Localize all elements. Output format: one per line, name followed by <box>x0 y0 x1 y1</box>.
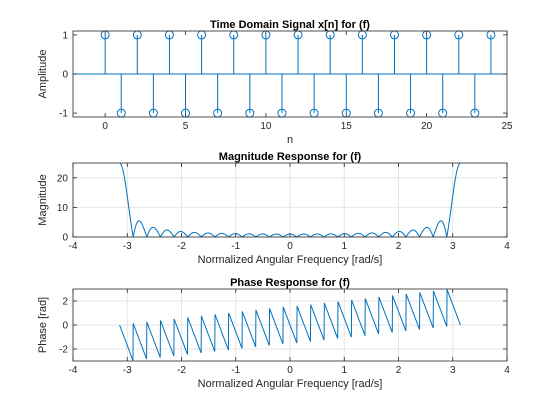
subplot-3: -4 -3 -2 -1 0 1 2 3 4 -2 0 2 Phase Response for (f) N… <box>37 277 510 390</box>
x-tick-label: 3 <box>450 241 456 252</box>
x-tick-label: 2 <box>396 365 402 376</box>
x-tick-label: 1 <box>341 365 347 376</box>
y-axis-label: Amplitude <box>37 50 49 99</box>
x-tick-label: -1 <box>231 241 240 252</box>
x-axis-label: n <box>287 134 293 146</box>
x-axis-label: Normalized Angular Frequency [rad/s] <box>198 378 383 390</box>
y-axis-label: Phase [rad] <box>37 297 49 353</box>
x-tick-label: 4 <box>504 241 510 252</box>
y-tick-label: 0 <box>62 233 68 244</box>
x-tick-label: 5 <box>183 121 189 132</box>
y-tick-label: 1 <box>62 30 68 41</box>
x-tick-label: -4 <box>69 365 78 376</box>
y-tick-label: 0 <box>62 321 68 332</box>
x-tick-label: 20 <box>421 121 433 132</box>
chart-title: Time Domain Signal x[n] for (f) <box>210 19 370 31</box>
x-tick-label: 10 <box>260 121 272 132</box>
y-tick-label: 2 <box>62 297 68 308</box>
x-tick-label: -1 <box>231 365 240 376</box>
y-tick-label: -2 <box>59 345 68 356</box>
x-tick-label: 2 <box>396 241 402 252</box>
x-tick-label: 0 <box>102 121 108 132</box>
x-tick-label: 1 <box>341 241 347 252</box>
chart-title: Phase Response for (f) <box>230 277 350 289</box>
chart-title: Magnitude Response for (f) <box>219 151 362 163</box>
y-tick-label: 20 <box>57 173 69 184</box>
x-tick-label: -2 <box>177 365 186 376</box>
subplot-2: -4 -3 -2 -1 0 1 2 3 4 0 10 20 Magnitude Response for… <box>37 151 510 266</box>
x-tick-label: -3 <box>123 241 132 252</box>
x-tick-label: 25 <box>501 121 513 132</box>
x-tick-label: -3 <box>123 365 132 376</box>
x-tick-label: 4 <box>504 365 510 376</box>
x-tick-label: 3 <box>450 365 456 376</box>
x-axis-label: Normalized Angular Frequency [rad/s] <box>198 254 383 266</box>
y-axis-label: Magnitude <box>37 174 49 225</box>
phase-curve <box>119 289 461 361</box>
x-tick-label: -2 <box>177 241 186 252</box>
y-tick-label: -1 <box>59 109 68 120</box>
y-tick-label: 10 <box>57 203 69 214</box>
x-tick-label: 15 <box>341 121 353 132</box>
x-tick-label: 0 <box>287 241 293 252</box>
x-tick-label: -4 <box>69 241 78 252</box>
subplot-1: 0 5 10 15 20 25 -1 0 1 Time Domain Signal x[n] fo… <box>37 19 513 146</box>
y-tick-label: 0 <box>62 70 68 81</box>
x-tick-label: 0 <box>287 365 293 376</box>
